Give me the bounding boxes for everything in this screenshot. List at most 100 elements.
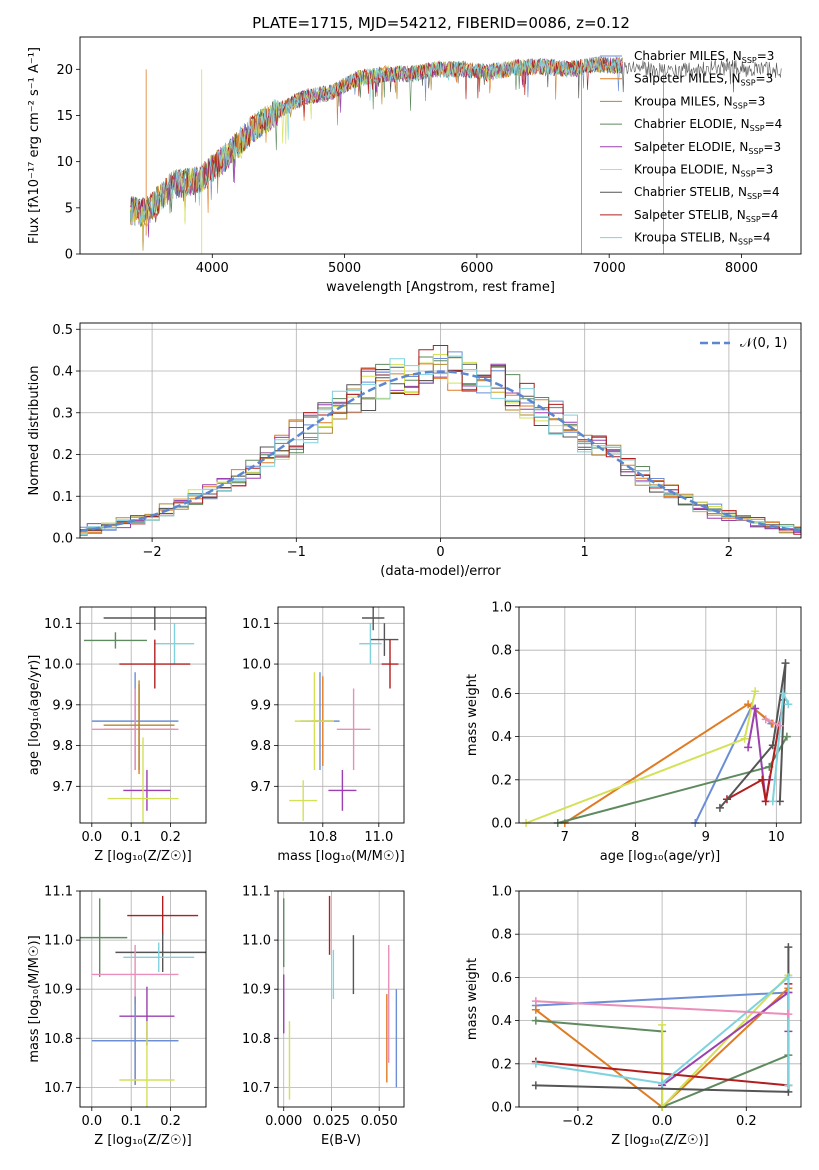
y-tick-label: 10.0 (44, 658, 73, 673)
x-tick-label: 8000 (725, 261, 758, 276)
legend-label: Chabrier ELODIE, NSSP=4 (634, 117, 782, 133)
y-axis-label: age [log₁₀(age/yr)] (27, 655, 42, 776)
x-tick-label: 0.2 (160, 830, 181, 845)
y-tick-label: 10.9 (242, 983, 271, 998)
y-tick-label: 0.6 (491, 687, 512, 702)
data-point-marker (751, 704, 760, 713)
data-point-marker (781, 659, 790, 668)
legend-label: Salpeter MILES, NSSP=3 (634, 72, 773, 88)
legend-label: Kroupa MILES, NSSP=3 (634, 94, 765, 110)
series-line (719, 663, 787, 809)
y-axis-label: mass weight (465, 958, 480, 1040)
x-tick-label: 7000 (593, 261, 626, 276)
legend-label: Kroupa STELIB, NSSP=4 (634, 231, 771, 247)
data-point-marker (779, 689, 788, 698)
x-tick-label: 5000 (328, 261, 361, 276)
series-line (661, 990, 790, 1087)
data-point-marker (531, 997, 540, 1006)
data-point-marker (775, 721, 784, 730)
y-tick-label: 10.0 (242, 658, 271, 673)
x-tick-label: 0.0 (81, 830, 102, 845)
series-line (564, 702, 774, 823)
y-tick-label: 0.6 (491, 971, 512, 986)
y-tick-label: 10.7 (242, 1081, 271, 1096)
data-point-marker (751, 687, 760, 696)
y-axis-label: mass weight (465, 674, 480, 756)
y-tick-label: 0.2 (491, 1057, 512, 1072)
histogram-step (80, 355, 801, 535)
legend-label: Chabrier STELIB, NSSP=4 (634, 185, 780, 201)
plot-frame (79, 36, 802, 255)
axes-mass-weight-vs-age (515, 606, 801, 827)
x-axis-label: Z [log₁₀(Z/Z☉)] (94, 1133, 191, 1148)
x-tick-label: 0.025 (313, 1114, 350, 1129)
data-point-marker (658, 1020, 667, 1029)
legend-label: Kroupa ELODIE, NSSP=3 (634, 163, 773, 179)
x-tick-label: 8 (631, 830, 639, 845)
series-line (726, 699, 785, 802)
legend-label: 𝒩(0, 1) (740, 336, 787, 351)
x-axis-label: E(B-V) (321, 1133, 361, 1148)
series-line (694, 704, 773, 823)
x-tick-label: 0.000 (265, 1114, 302, 1129)
x-tick-label: −2 (143, 545, 162, 560)
data-point-marker (744, 700, 753, 709)
x-tick-label: 10.8 (308, 830, 337, 845)
plot-frame (79, 890, 207, 1108)
y-tick-label: 9.9 (250, 698, 271, 713)
data-point-marker (784, 1010, 793, 1019)
x-tick-label: 0.0 (81, 1114, 102, 1129)
data-point-marker (784, 1081, 793, 1090)
y-tick-label: 0.4 (491, 730, 512, 745)
y-tick-label: 0.2 (491, 773, 512, 788)
data-point-marker (658, 1079, 667, 1088)
data-point-marker (531, 1005, 540, 1014)
normal-curve (79, 370, 802, 532)
x-tick-label: 0.050 (361, 1114, 398, 1129)
data-point-marker (784, 943, 793, 952)
series-line (535, 975, 790, 1086)
y-tick-label: 0.1 (52, 490, 73, 505)
data-point-marker (744, 743, 753, 752)
y-tick-label: 9.8 (250, 739, 271, 754)
spectrum-line (130, 57, 623, 251)
x-axis-label: (data-model)/error (380, 564, 501, 579)
x-tick-label: 0.1 (121, 830, 142, 845)
y-tick-label: 0 (65, 248, 73, 263)
legend-label: Salpeter STELIB, NSSP=4 (634, 208, 778, 224)
x-tick-label: 1 (581, 545, 589, 560)
data-point-marker (531, 1081, 540, 1090)
x-tick-label: 0.2 (736, 1114, 757, 1129)
x-axis-label: mass [log₁₀(M/M☉)] (277, 849, 404, 864)
x-tick-label: 7 (561, 830, 569, 845)
data-point-marker (758, 775, 767, 784)
y-tick-label: 10.8 (242, 1032, 271, 1047)
y-tick-label: 0.0 (52, 532, 73, 547)
y-tick-label: 0.5 (52, 323, 73, 338)
y-tick-label: 10.1 (44, 617, 73, 632)
y-tick-label: 10.1 (242, 617, 271, 632)
y-tick-label: 10.7 (44, 1081, 73, 1096)
plot-frame (79, 322, 802, 539)
data-point-marker (768, 797, 777, 806)
data-point-marker (531, 1016, 540, 1025)
series-line (661, 974, 790, 1107)
data-point-marker (531, 1059, 540, 1068)
axes-mass-weight-vs-Z (515, 890, 801, 1111)
y-tick-label: 11.1 (242, 885, 271, 900)
y-axis-label: Flux [fλ10⁻¹⁷ erg cm⁻² s⁻¹ A⁻¹] (27, 47, 42, 244)
data-point-marker (782, 732, 791, 741)
data-point-marker (740, 734, 749, 743)
x-tick-label: 4000 (196, 261, 229, 276)
series-line (535, 1000, 789, 1016)
data-point-marker (784, 973, 793, 982)
x-tick-label: −0.2 (562, 1114, 594, 1129)
x-tick-label: 0.0 (652, 1114, 673, 1129)
spectrum-line (130, 57, 623, 223)
x-tick-label: 6000 (460, 261, 493, 276)
series-line (535, 987, 790, 1107)
plot-frame (518, 890, 802, 1108)
x-tick-label: 9 (702, 830, 710, 845)
x-tick-label: −1 (287, 545, 306, 560)
